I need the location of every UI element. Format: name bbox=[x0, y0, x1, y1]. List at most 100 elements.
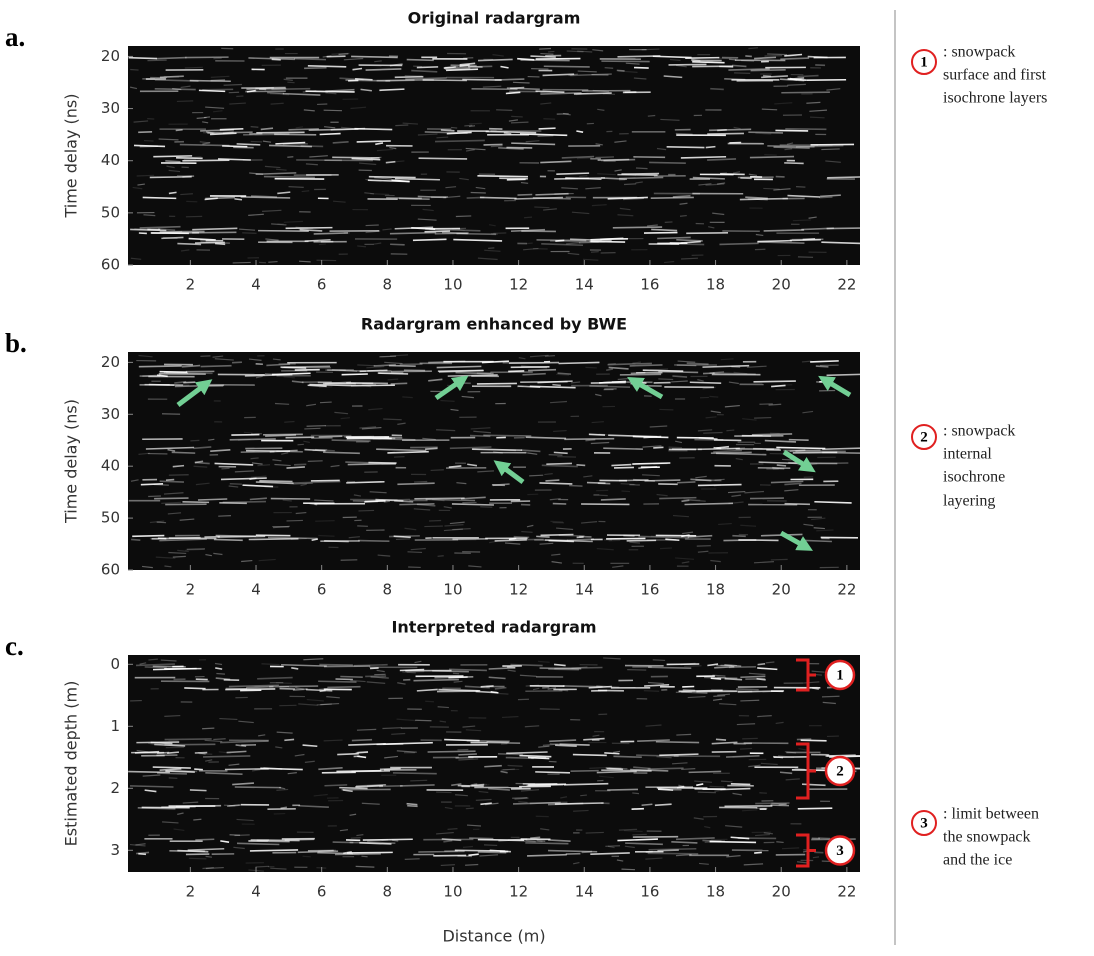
marker-number: 1 bbox=[836, 667, 844, 683]
texture-streak bbox=[740, 676, 765, 677]
texture-streak bbox=[164, 716, 180, 717]
texture-streak bbox=[160, 481, 184, 482]
texture-streak bbox=[550, 241, 599, 242]
texture-streak bbox=[273, 359, 281, 360]
texture-streak bbox=[819, 197, 832, 198]
texture-streak bbox=[621, 174, 659, 175]
texture-streak bbox=[540, 668, 582, 669]
texture-streak bbox=[155, 89, 196, 90]
x-tick-label: 6 bbox=[317, 883, 327, 901]
texture-streak bbox=[731, 784, 750, 785]
texture-streak bbox=[576, 465, 585, 466]
texture-streak bbox=[327, 370, 366, 371]
texture-streak bbox=[802, 784, 826, 785]
texture-streak bbox=[320, 402, 332, 403]
y-tick-label: 60 bbox=[101, 256, 120, 274]
texture-streak bbox=[180, 194, 193, 195]
texture-streak bbox=[130, 70, 138, 71]
texture-streak bbox=[365, 179, 372, 180]
texture-streak bbox=[229, 805, 240, 806]
legend-text: and the ice bbox=[943, 852, 1012, 869]
texture-streak bbox=[524, 217, 532, 218]
texture-streak bbox=[471, 192, 486, 193]
y-tick-label: 1 bbox=[110, 717, 120, 735]
texture-streak bbox=[767, 54, 787, 55]
x-tick-label: 22 bbox=[837, 883, 856, 901]
texture-streak bbox=[748, 48, 758, 49]
texture-streak bbox=[144, 141, 154, 142]
texture-streak bbox=[281, 807, 287, 808]
texture-streak bbox=[528, 370, 556, 371]
texture-streak bbox=[436, 137, 448, 138]
texture-streak bbox=[251, 127, 259, 128]
texture-streak bbox=[395, 125, 408, 126]
texture-streak bbox=[692, 62, 724, 63]
texture-streak bbox=[658, 789, 673, 790]
radargram bbox=[128, 46, 860, 265]
texture-streak bbox=[244, 432, 253, 433]
texture-streak bbox=[710, 786, 725, 787]
texture-streak bbox=[750, 157, 794, 158]
x-tick-label: 22 bbox=[837, 276, 856, 294]
x-tick-label: 2 bbox=[186, 581, 196, 599]
texture-streak bbox=[780, 772, 792, 773]
texture-streak bbox=[317, 853, 352, 854]
texture-streak bbox=[456, 216, 471, 217]
texture-streak bbox=[681, 258, 698, 259]
x-tick-label: 10 bbox=[443, 581, 462, 599]
y-tick-label: 60 bbox=[101, 561, 120, 579]
texture-streak bbox=[683, 690, 695, 691]
texture-streak bbox=[614, 467, 634, 468]
legend-text: the snowpack bbox=[943, 829, 1031, 846]
texture-streak bbox=[709, 396, 718, 397]
texture-streak bbox=[303, 856, 311, 857]
texture-streak bbox=[605, 846, 620, 847]
texture-streak bbox=[317, 704, 332, 705]
texture-streak bbox=[137, 175, 154, 176]
texture-streak bbox=[780, 58, 809, 59]
texture-streak bbox=[298, 444, 304, 445]
texture-streak bbox=[601, 499, 626, 500]
texture-streak bbox=[336, 771, 381, 772]
texture-streak bbox=[585, 440, 595, 441]
texture-streak bbox=[519, 756, 551, 757]
texture-streak bbox=[415, 720, 431, 721]
texture-streak bbox=[594, 495, 608, 496]
texture-streak bbox=[520, 382, 567, 383]
texture-streak bbox=[737, 724, 755, 725]
texture-streak bbox=[496, 110, 512, 111]
texture-streak bbox=[476, 800, 492, 801]
texture-streak bbox=[577, 537, 584, 538]
texture-streak bbox=[407, 552, 422, 553]
marker-number: 3 bbox=[836, 843, 844, 859]
texture-streak bbox=[153, 767, 191, 768]
texture-streak bbox=[827, 177, 864, 178]
panel-title: Original radargram bbox=[408, 9, 581, 28]
marker-number: 2 bbox=[836, 763, 844, 779]
texture-streak bbox=[193, 819, 201, 820]
texture-streak bbox=[714, 485, 721, 486]
texture-streak bbox=[643, 370, 684, 371]
texture-streak bbox=[173, 466, 184, 467]
x-tick-label: 6 bbox=[317, 581, 327, 599]
texture-streak bbox=[656, 742, 699, 743]
texture-streak bbox=[307, 426, 326, 427]
texture-streak bbox=[386, 162, 396, 163]
texture-streak bbox=[504, 133, 511, 134]
texture-streak bbox=[671, 244, 704, 245]
texture-streak bbox=[540, 54, 553, 55]
texture-streak bbox=[549, 455, 563, 456]
texture-streak bbox=[431, 470, 444, 471]
y-tick-label: 30 bbox=[101, 99, 120, 117]
x-tick-label: 20 bbox=[772, 581, 791, 599]
texture-streak bbox=[468, 854, 478, 855]
texture-streak bbox=[314, 233, 348, 234]
texture-streak bbox=[465, 865, 478, 866]
texture-streak bbox=[324, 110, 342, 111]
texture-streak bbox=[169, 192, 177, 193]
texture-streak bbox=[781, 92, 830, 93]
texture-streak bbox=[194, 769, 203, 770]
x-tick-label: 4 bbox=[251, 276, 261, 294]
texture-streak bbox=[483, 435, 531, 436]
